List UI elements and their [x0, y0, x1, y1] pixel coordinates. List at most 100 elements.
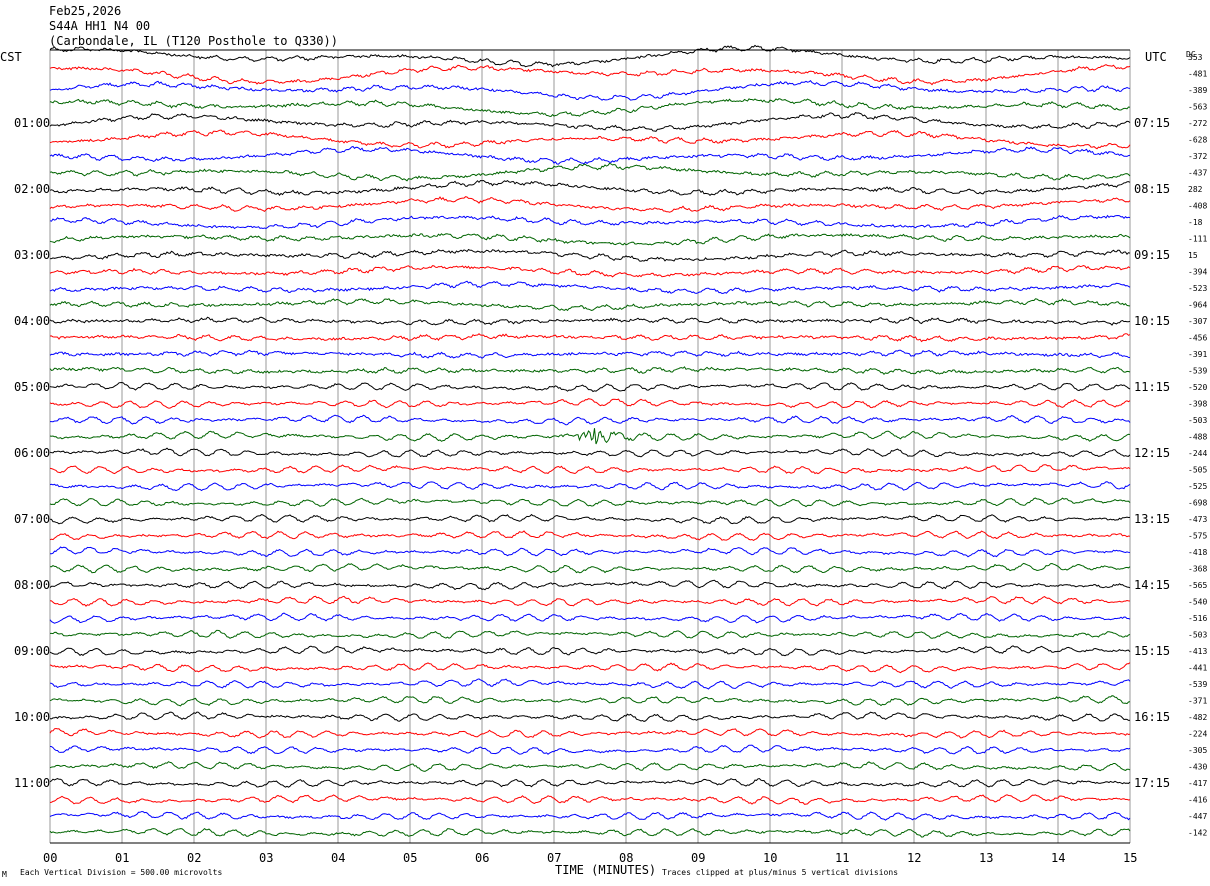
dc-offset-label: -473 [1188, 515, 1207, 524]
dc-offset-label: -523 [1188, 284, 1207, 293]
trace-row [49, 145, 1131, 165]
trace-row [49, 744, 1131, 755]
trace-row [49, 381, 1131, 393]
dc-offset-label: -244 [1188, 449, 1207, 458]
right-hour-label: 12:15 [1134, 446, 1170, 460]
x-tick-label: 00 [43, 851, 57, 865]
trace-row [49, 662, 1131, 674]
trace-row [49, 98, 1131, 118]
trace-row [49, 233, 1131, 246]
right-hour-label: 07:15 [1134, 116, 1170, 130]
left-hour-label: 03:00 [14, 248, 50, 262]
trace-row [49, 497, 1131, 508]
trace-row [49, 695, 1131, 707]
right-hour-label: 10:15 [1134, 314, 1170, 328]
trace-row [49, 464, 1131, 475]
trace-row [49, 179, 1131, 197]
left-hour-label: 05:00 [14, 380, 50, 394]
dc-offset-label: 353 [1188, 53, 1203, 62]
dc-offset-label: -413 [1188, 647, 1207, 656]
right-hour-label: 13:15 [1134, 512, 1170, 526]
trace-row [49, 333, 1131, 343]
trace-row [49, 112, 1131, 132]
trace-row [49, 366, 1131, 376]
x-tick-label: 12 [907, 851, 921, 865]
header-station: S44A HH1 N4 00 [49, 19, 151, 33]
dc-offset-label: -417 [1188, 779, 1207, 788]
x-tick-label: 13 [979, 851, 993, 865]
footer-clip-note: Traces clipped at plus/minus 5 vertical … [662, 868, 898, 877]
trace-row [49, 316, 1131, 326]
dc-offset-label: -18 [1188, 218, 1203, 227]
trace-row [49, 530, 1131, 541]
dc-offset-label: -368 [1188, 565, 1207, 574]
trace-row [49, 727, 1131, 739]
left-hour-label: 07:00 [14, 512, 50, 526]
trace-row [49, 562, 1131, 574]
trace-row [49, 196, 1131, 213]
dc-offset-label: -394 [1188, 268, 1207, 277]
trace-row [49, 280, 1131, 295]
trace-row [49, 349, 1131, 359]
left-hour-label: 11:00 [14, 776, 50, 790]
trace-row [50, 414, 1131, 426]
x-tick-label: 04 [331, 851, 345, 865]
left-hour-label: 10:00 [14, 710, 50, 724]
x-tick-label: 07 [547, 851, 561, 865]
dc-label: DC [1186, 50, 1196, 59]
dc-offset-label: -111 [1188, 235, 1207, 244]
dc-offset-label: -389 [1188, 86, 1207, 95]
x-tick-label: 14 [1051, 851, 1065, 865]
dc-offset-label: -418 [1188, 548, 1207, 557]
left-hour-label: 04:00 [14, 314, 50, 328]
dc-offset-label: -698 [1188, 499, 1207, 508]
dc-offset-label: -540 [1188, 598, 1207, 607]
trace-row [49, 44, 1131, 68]
dc-offset-label: -520 [1188, 383, 1207, 392]
x-tick-label: 15 [1123, 851, 1137, 865]
trace-row [49, 678, 1131, 690]
dc-offset-label: -563 [1188, 103, 1207, 112]
x-tick-label: 11 [835, 851, 849, 865]
right-hour-label: 17:15 [1134, 776, 1170, 790]
right-hour-label: 11:15 [1134, 380, 1170, 394]
right-hour-label: 09:15 [1134, 248, 1170, 262]
trace-row [49, 711, 1131, 722]
dc-offset-label: -142 [1188, 829, 1207, 838]
x-tick-label: 01 [115, 851, 129, 865]
dc-offset-label: 15 [1188, 251, 1198, 260]
dc-offset-label: -505 [1188, 466, 1207, 475]
left-hour-label: 09:00 [14, 644, 50, 658]
dc-offset-label: -456 [1188, 334, 1207, 343]
left-axis-label: CST [0, 50, 22, 64]
left-hour-label: 06:00 [14, 446, 50, 460]
trace-row [49, 827, 1131, 838]
dc-offset-label: -964 [1188, 301, 1207, 310]
trace-row [49, 162, 1131, 182]
x-tick-label: 08 [619, 851, 633, 865]
trace-row [49, 447, 1131, 458]
left-hour-label: 01:00 [14, 116, 50, 130]
dc-offset-label: -575 [1188, 532, 1207, 541]
left-hour-label: 02:00 [14, 182, 50, 196]
dc-offset-label: -272 [1188, 119, 1207, 128]
dc-offset-label: -539 [1188, 367, 1207, 376]
trace-row [49, 546, 1131, 558]
dc-offset-label: -305 [1188, 746, 1207, 755]
trace-row [49, 64, 1131, 86]
dc-offset-label: -525 [1188, 482, 1207, 491]
x-tick-label: 02 [187, 851, 201, 865]
trace-row [49, 579, 1131, 591]
dc-offset-label: -447 [1188, 812, 1207, 821]
dc-offset-label: -516 [1188, 614, 1207, 623]
dc-offset-label: -437 [1188, 169, 1207, 178]
trace-group [49, 44, 1131, 838]
axis-labels: CST UTC DC TIME (MINUTES) Each Vertical … [0, 50, 1207, 879]
left-hour-label: 08:00 [14, 578, 50, 592]
dc-offset-label: -482 [1188, 713, 1207, 722]
grid-lines [49, 49, 1131, 844]
trace-row [49, 612, 1131, 624]
corner-mark: M [2, 870, 7, 879]
dc-offset-label: -503 [1188, 631, 1207, 640]
